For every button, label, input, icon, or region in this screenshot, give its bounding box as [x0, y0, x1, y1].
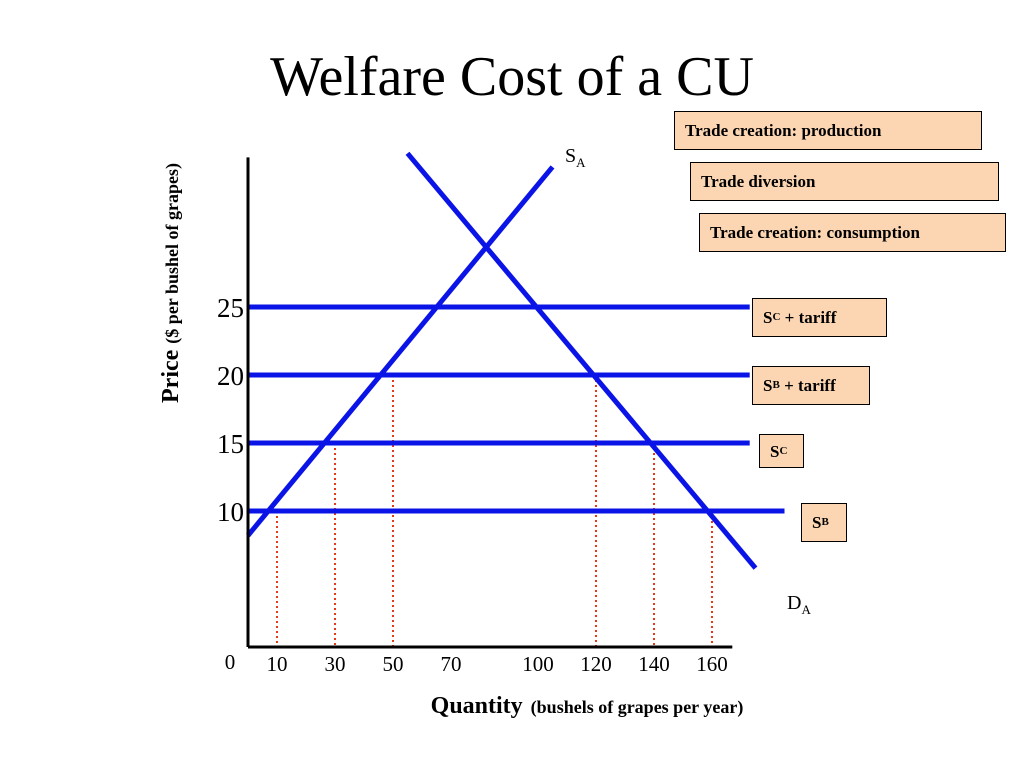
origin-label: 0	[225, 650, 236, 674]
y-tick-20: 20	[217, 361, 244, 391]
x-axis-note: (bushels of grapes per year)	[531, 697, 744, 718]
axes	[246, 157, 733, 649]
legend-trade-creation-production: Trade creation: production	[674, 111, 982, 150]
y-axis-note: ($ per bushel of grapes)	[162, 163, 183, 344]
tick-labels: 10 30 50 70 100 120 140 160 0 10 15 20 25 Quantity (bu…	[158, 163, 743, 719]
label-demand-a: DA	[787, 592, 811, 617]
curve-labels: SA DA	[565, 145, 811, 617]
sb-tariff-suffix: + tariff	[779, 376, 836, 395]
legend-trade-creation-consumption: Trade creation: consumption	[699, 213, 1006, 252]
sb-tariff-base: S	[763, 376, 773, 395]
x-tick-100: 100	[522, 652, 554, 676]
sc-tariff-suffix: + tariff	[780, 308, 837, 327]
sc-tariff-base: S	[763, 308, 773, 327]
legend-trade-creation-consumption-label: Trade creation: consumption	[710, 223, 920, 242]
sb-base: S	[812, 513, 822, 532]
x-tick-70: 70	[441, 652, 462, 676]
sc-sub: C	[779, 444, 788, 457]
y-tick-10: 10	[217, 497, 244, 527]
y-axis-title: Price ($ per bushel of grapes)	[158, 163, 184, 403]
x-tick-140: 140	[638, 652, 670, 676]
legend-trade-diversion: Trade diversion	[690, 162, 999, 201]
x-axis-title: Quantity (bushels of grapes per year)	[431, 693, 744, 719]
x-tick-50: 50	[383, 652, 404, 676]
label-supply-a: SA	[565, 145, 586, 170]
y-tick-15: 15	[217, 429, 244, 459]
legend-trade-diversion-label: Trade diversion	[701, 172, 816, 191]
curve-da	[405, 151, 758, 570]
slide-title: Welfare Cost of a CU	[270, 46, 754, 108]
x-tick-30: 30	[325, 652, 346, 676]
sb-tariff-sub: B	[772, 379, 780, 391]
curve-sa	[246, 165, 555, 538]
y-axis-label: Price	[158, 349, 184, 403]
x-tick-160: 160	[696, 652, 728, 676]
sc-base: S	[770, 441, 780, 461]
y-tick-25: 25	[217, 293, 244, 323]
sb-sub: B	[821, 516, 829, 528]
sc-tariff-sub: C	[772, 311, 781, 323]
curves	[246, 151, 785, 570]
x-tick-120: 120	[580, 652, 612, 676]
legend-trade-creation-production-label: Trade creation: production	[685, 121, 882, 140]
x-axis-label: Quantity	[431, 693, 523, 719]
x-tick-10: 10	[267, 652, 288, 676]
